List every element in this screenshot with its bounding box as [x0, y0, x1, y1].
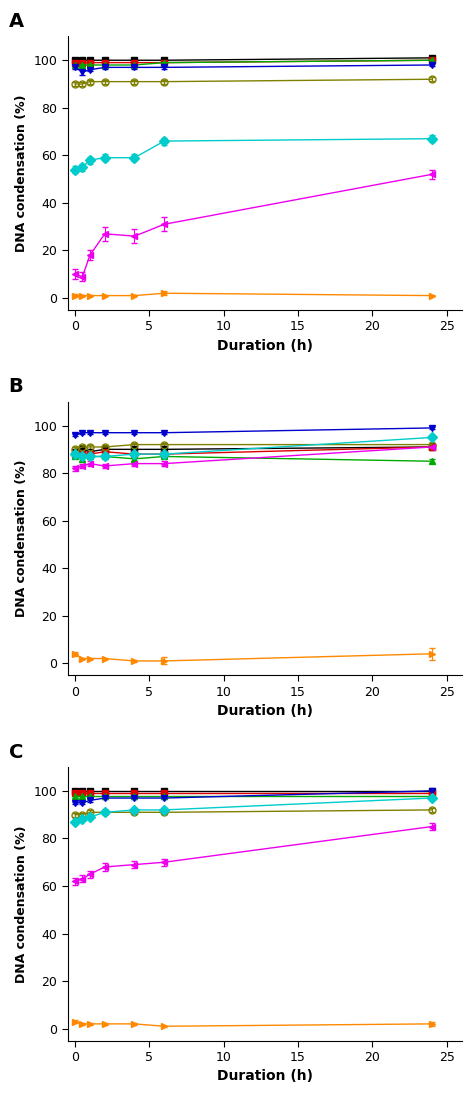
Text: C: C [9, 743, 23, 762]
X-axis label: Duration (h): Duration (h) [217, 1070, 312, 1084]
X-axis label: Duration (h): Duration (h) [217, 339, 312, 353]
Y-axis label: DNA condensation (%): DNA condensation (%) [15, 459, 28, 617]
X-axis label: Duration (h): Duration (h) [217, 704, 312, 718]
Text: B: B [9, 377, 23, 397]
Y-axis label: DNA condensation (%): DNA condensation (%) [15, 825, 28, 983]
Y-axis label: DNA condensation (%): DNA condensation (%) [15, 94, 28, 252]
Text: A: A [9, 12, 24, 31]
